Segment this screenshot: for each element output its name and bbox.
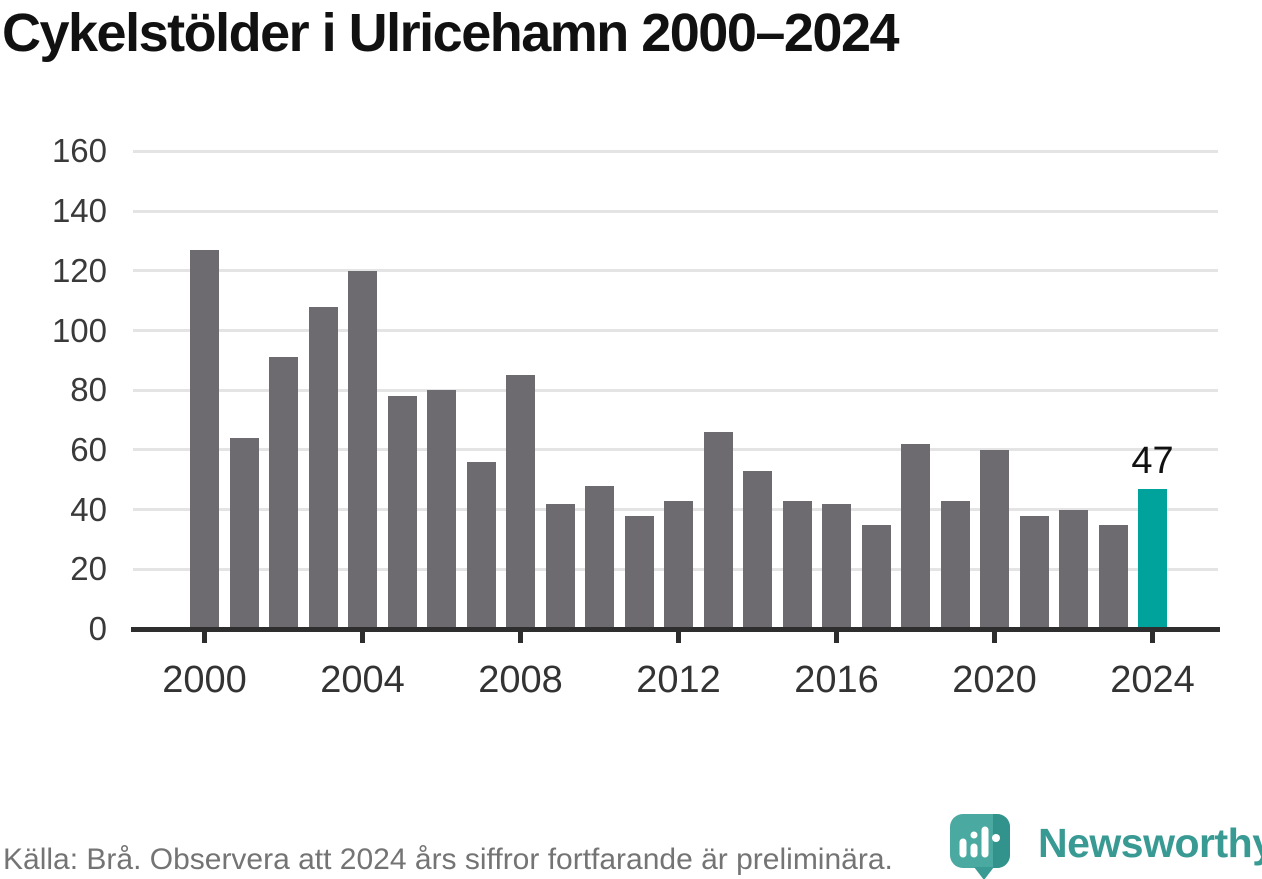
source-note: Källa: Brå. Observera att 2024 års siffr… [3, 843, 893, 876]
bar-2015 [782, 500, 812, 631]
x-axis-tick [992, 630, 997, 643]
bar-2011 [624, 515, 654, 631]
bar-2004 [348, 270, 377, 631]
gridline [133, 269, 1218, 273]
bar-2002 [269, 357, 298, 631]
x-axis-tick-label: 2012 [636, 659, 721, 701]
x-axis-tick-label: 2024 [1110, 659, 1195, 701]
bar-value-label: 47 [1131, 439, 1174, 482]
x-axis-tick-label: 2004 [320, 659, 405, 701]
y-axis-tick-label: 20 [70, 550, 107, 588]
x-axis-tick [1150, 630, 1155, 643]
y-axis-tick-label: 40 [70, 490, 107, 528]
bar-2013 [703, 431, 733, 631]
x-axis-tick [518, 630, 523, 643]
bar-2017 [861, 524, 891, 631]
bar-2023 [1098, 524, 1128, 631]
bar-2022 [1059, 509, 1088, 631]
x-axis-tick-label: 2016 [794, 659, 879, 701]
bar-2003 [308, 306, 338, 631]
x-axis-tick-label: 2000 [162, 659, 247, 701]
gridline [133, 448, 1218, 452]
x-axis-tick [360, 630, 365, 643]
y-axis-tick-label: 120 [51, 251, 107, 289]
gridline [133, 209, 1218, 213]
x-axis-line [131, 626, 1220, 632]
bar-2012 [664, 500, 693, 631]
y-axis-tick-label: 60 [70, 430, 107, 468]
bar-2010 [585, 485, 614, 631]
bar-2021 [1019, 515, 1049, 631]
gridline [133, 388, 1218, 392]
newsworthy-logo-icon [950, 814, 1010, 879]
y-axis-tick-label: 0 [88, 610, 107, 647]
y-axis-tick-label: 100 [51, 311, 107, 349]
bar-2014 [743, 470, 772, 631]
gridline [133, 149, 1218, 153]
newsworthy-logo-text: Newsworthy [1038, 820, 1262, 866]
y-axis-tick-label: 140 [51, 192, 107, 230]
gridline [133, 329, 1218, 332]
bar-2008 [506, 375, 535, 631]
x-axis-tick [676, 630, 681, 643]
bar-2019 [940, 500, 970, 631]
x-axis-tick-label: 2020 [952, 659, 1037, 701]
x-axis-tick-label: 2008 [478, 659, 563, 701]
bar-2001 [229, 437, 259, 631]
y-axis-tick-label: 160 [51, 132, 107, 170]
chart-title: Cykelstölder i Ulricehamn 2000–2024 [2, 3, 900, 63]
bar-2009 [545, 503, 575, 631]
bar-2020 [980, 449, 1009, 631]
bar-2016 [822, 503, 851, 631]
y-axis-tick-label: 80 [70, 371, 107, 409]
bar-2024 [1138, 488, 1167, 631]
bar-2006 [427, 390, 456, 631]
bar-2000 [190, 249, 219, 631]
bar-2018 [901, 443, 930, 631]
bar-2007 [466, 461, 496, 631]
bar-2005 [387, 396, 417, 631]
x-axis-tick [834, 630, 839, 643]
x-axis-tick [202, 630, 207, 643]
